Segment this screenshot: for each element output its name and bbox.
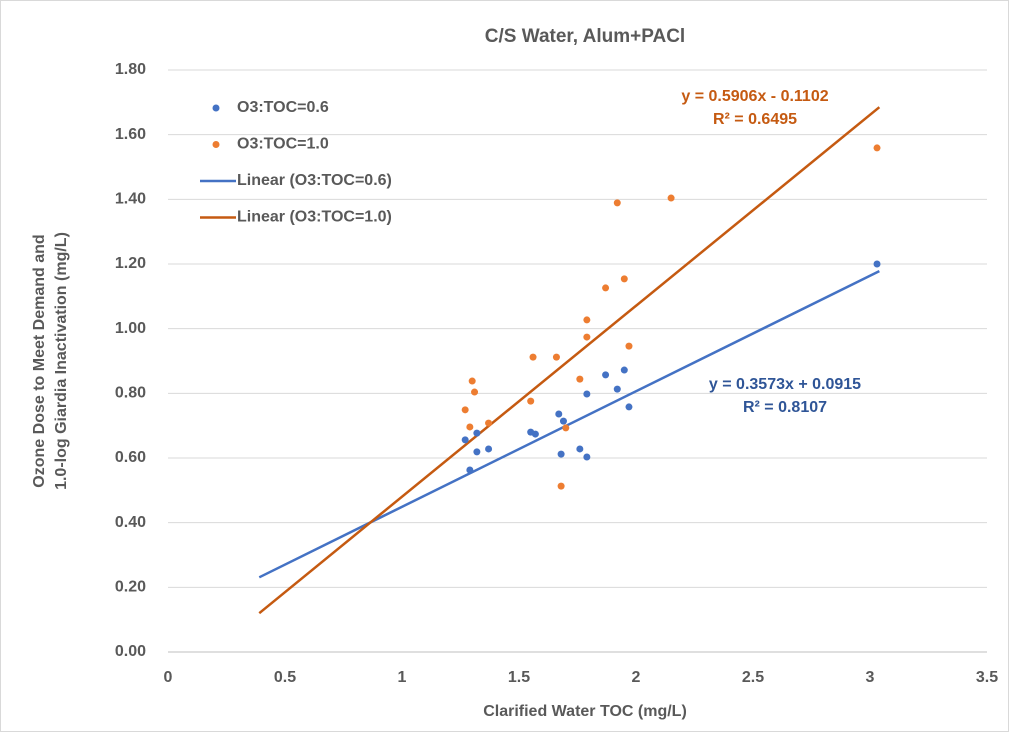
data-point [559,417,567,425]
legend-label: Linear (O3:TOC=1.0) [237,209,392,226]
y-tick-label: 0.60 [115,449,146,466]
data-point [613,385,621,393]
data-point [873,144,881,152]
y-tick-label: 0.00 [115,643,146,660]
data-point [620,275,628,283]
data-point [531,430,539,438]
x-tick-label: 1.5 [508,669,530,686]
data-point [625,403,633,411]
annotation: R² = 0.8107 [743,399,827,416]
data-point [873,260,881,268]
y-tick-label: 0.40 [115,514,146,531]
legend-marker [212,104,220,112]
data-point [667,194,675,202]
data-point [613,199,621,207]
data-point [576,445,584,453]
data-point [466,466,474,474]
trendline [258,269,880,579]
y-tick-label: 1.40 [115,191,146,208]
data-point [576,375,584,383]
y-tick-label: 1.20 [115,255,146,272]
data-point [557,450,565,458]
data-point [527,397,535,405]
annotation: y = 0.3573x + 0.0915 [709,376,861,393]
legend-label: O3:TOC=0.6 [237,99,329,116]
trendline [258,106,881,615]
x-axis-title: Clarified Water TOC (mg/L) [483,703,687,720]
data-point [555,410,563,418]
data-point [583,316,591,324]
data-point [625,342,633,350]
data-point [529,353,537,361]
data-point [485,445,493,453]
y-tick-label: 1.80 [115,61,146,78]
chart-title: C/S Water, Alum+PACl [485,26,685,47]
data-point [552,353,560,361]
data-point [473,448,481,456]
y-axis-title: Ozone Dose to Meet Demand and [31,234,48,487]
y-tick-label: 1.00 [115,320,146,337]
data-point [583,390,591,398]
x-tick-label: 0.5 [274,669,296,686]
data-point [466,423,474,431]
data-point [473,429,481,437]
data-point [602,284,610,292]
y-tick-label: 1.60 [115,126,146,143]
data-point [583,453,591,461]
data-point [461,406,469,414]
legend-label: O3:TOC=1.0 [237,136,329,153]
data-point [557,482,565,490]
x-tick-label: 1 [398,669,407,686]
data-point [471,388,479,396]
data-point [620,366,628,374]
x-tick-label: 2.5 [742,669,764,686]
data-point [562,424,570,432]
y-axis-title: 1.0-log Giardia Inactivation (mg/L) [53,232,70,490]
data-point [468,377,476,385]
x-tick-label: 3.5 [976,669,998,686]
data-point [461,436,469,444]
annotation: y = 0.5906x - 0.1102 [681,88,828,105]
y-tick-label: 0.20 [115,579,146,596]
legend-label: Linear (O3:TOC=0.6) [237,172,392,189]
data-point [485,419,493,427]
x-tick-label: 2 [632,669,641,686]
data-point [583,333,591,341]
x-tick-label: 3 [866,669,875,686]
y-tick-label: 0.80 [115,385,146,402]
annotation: R² = 0.6495 [713,111,797,128]
data-point [602,371,610,379]
x-tick-label: 0 [164,669,173,686]
legend-marker [212,141,220,148]
